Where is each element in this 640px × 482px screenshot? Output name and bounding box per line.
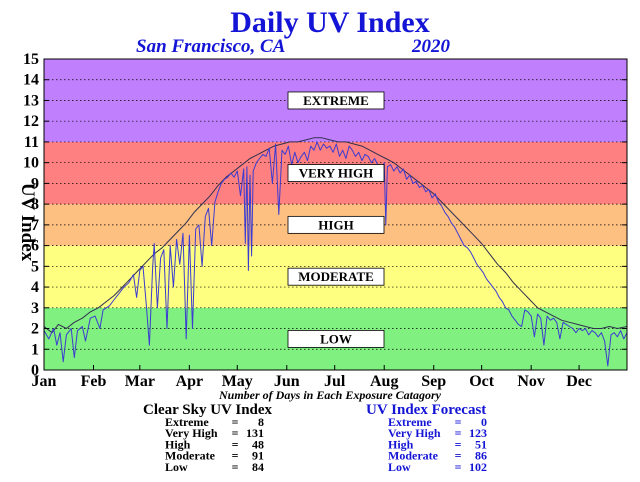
y-tick-label: 3 (31, 300, 39, 317)
chart-title: Daily UV Index (230, 6, 429, 39)
summary-row-value: 91 (252, 449, 264, 463)
axes (43, 58, 628, 371)
summary-row-equals: = (232, 449, 239, 463)
data-series (43, 137, 628, 367)
summary-row-equals: = (455, 460, 462, 474)
band-label-box-low (287, 329, 385, 348)
summary-row-label: High (165, 437, 191, 451)
summary-row-value: 86 (475, 449, 487, 463)
band-labels: LOW MODERATE HIGH VERY HIGH EXTREME (287, 91, 385, 348)
chart-subtitle-year: 2020 (411, 36, 451, 57)
summary-row-value: 51 (475, 437, 487, 451)
y-tick-label: 14 (23, 72, 39, 89)
y-tick-label: 12 (23, 113, 39, 130)
y-tick-label: 7 (31, 217, 39, 234)
summary-row-equals: = (455, 437, 462, 451)
y-tick-label: 15 (23, 51, 39, 68)
x-tick-label-nov: Nov (517, 373, 545, 390)
x-tick-label-jan: Jan (32, 373, 57, 390)
x-tick-label-jul: Jul (324, 373, 346, 390)
x-tick-label-jun: Jun (274, 373, 300, 390)
y-tick-label: 8 (31, 196, 39, 213)
summary-row-equals: = (455, 449, 462, 463)
y-tick-label: 10 (23, 155, 39, 172)
summary-row-equals: = (455, 426, 462, 440)
summary-title: Clear Sky UV Index (143, 402, 273, 418)
y-tick-label: 11 (24, 134, 39, 151)
band-label-very-high: VERY HIGH (299, 166, 374, 181)
summary-row-value: 102 (469, 460, 487, 474)
x-tick-label-feb: Feb (81, 373, 107, 390)
y-tick-label: 1 (31, 341, 39, 358)
summary-row-value: 8 (258, 415, 264, 429)
summary-row-equals: = (232, 437, 239, 451)
summary-row-equals: = (232, 415, 239, 429)
y-tick-label: 5 (31, 258, 39, 275)
summary-row-value: 123 (469, 426, 487, 440)
summary-title: UV Index Forecast (366, 402, 486, 418)
y-axis-label: UV Index (17, 183, 38, 262)
x-tick-labels: Jan Feb Mar Apr May Jun Jul Aug Sep Oct Nov Dec (32, 373, 592, 390)
band-label-box-moderate (287, 267, 385, 286)
x-tick-label-may: May (222, 373, 253, 390)
summary-row-label: Low (388, 460, 411, 474)
summary-row-equals: = (232, 460, 239, 474)
y-tick-label: 2 (31, 321, 39, 338)
plot-frame (43, 58, 628, 371)
x-tick-label-aug: Aug (370, 373, 398, 390)
summary-row-label: Extreme (388, 415, 432, 429)
band-label-box-very-high (287, 164, 385, 182)
x-tick-label-mar: Mar (125, 373, 155, 390)
summary-row-value: 131 (246, 426, 264, 440)
band-label-moderate: MODERATE (298, 269, 374, 284)
summary-row-label: High (388, 437, 414, 451)
chart-subtitle-location: San Francisco, CA (136, 36, 285, 57)
x-tick-label-dec: Dec (566, 373, 592, 390)
band-label-high: HIGH (318, 217, 353, 232)
summary-row-equals: = (455, 415, 462, 429)
band-label-extreme: EXTREME (303, 93, 369, 108)
y-tick-label: 4 (31, 279, 39, 296)
summary-row-label: Moderate (388, 449, 439, 463)
band-label-box-high (287, 215, 385, 234)
x-tick-label-sep: Sep (421, 373, 446, 390)
exposure-days-note: Number of Days in Each Exposure Catagory (218, 388, 442, 402)
band-label-box-extreme (287, 91, 385, 110)
summary-row-value: 84 (252, 460, 264, 474)
summary-row-label: Very High (165, 426, 218, 440)
summary-row-label: Moderate (165, 449, 216, 463)
series-line-clear-sky (43, 137, 628, 334)
summary-row-value: 48 (252, 437, 264, 451)
grid-lines (44, 79, 627, 350)
x-tick-label-apr: Apr (176, 373, 204, 390)
y-tick-label: 6 (31, 238, 39, 255)
summary-row-value: 0 (481, 415, 487, 429)
x-tick-label-oct: Oct (469, 373, 495, 390)
summary-row-label: Very High (388, 426, 441, 440)
summary-row-equals: = (232, 426, 239, 440)
y-tick-label: 9 (31, 175, 39, 192)
y-tick-label: 13 (23, 92, 39, 109)
y-tick-label: 0 (31, 362, 39, 379)
summary-row-label: Extreme (165, 415, 209, 429)
summary-row-label: Low (165, 460, 188, 474)
band-label-low: LOW (320, 331, 352, 346)
series-line-forecast (43, 141, 628, 367)
